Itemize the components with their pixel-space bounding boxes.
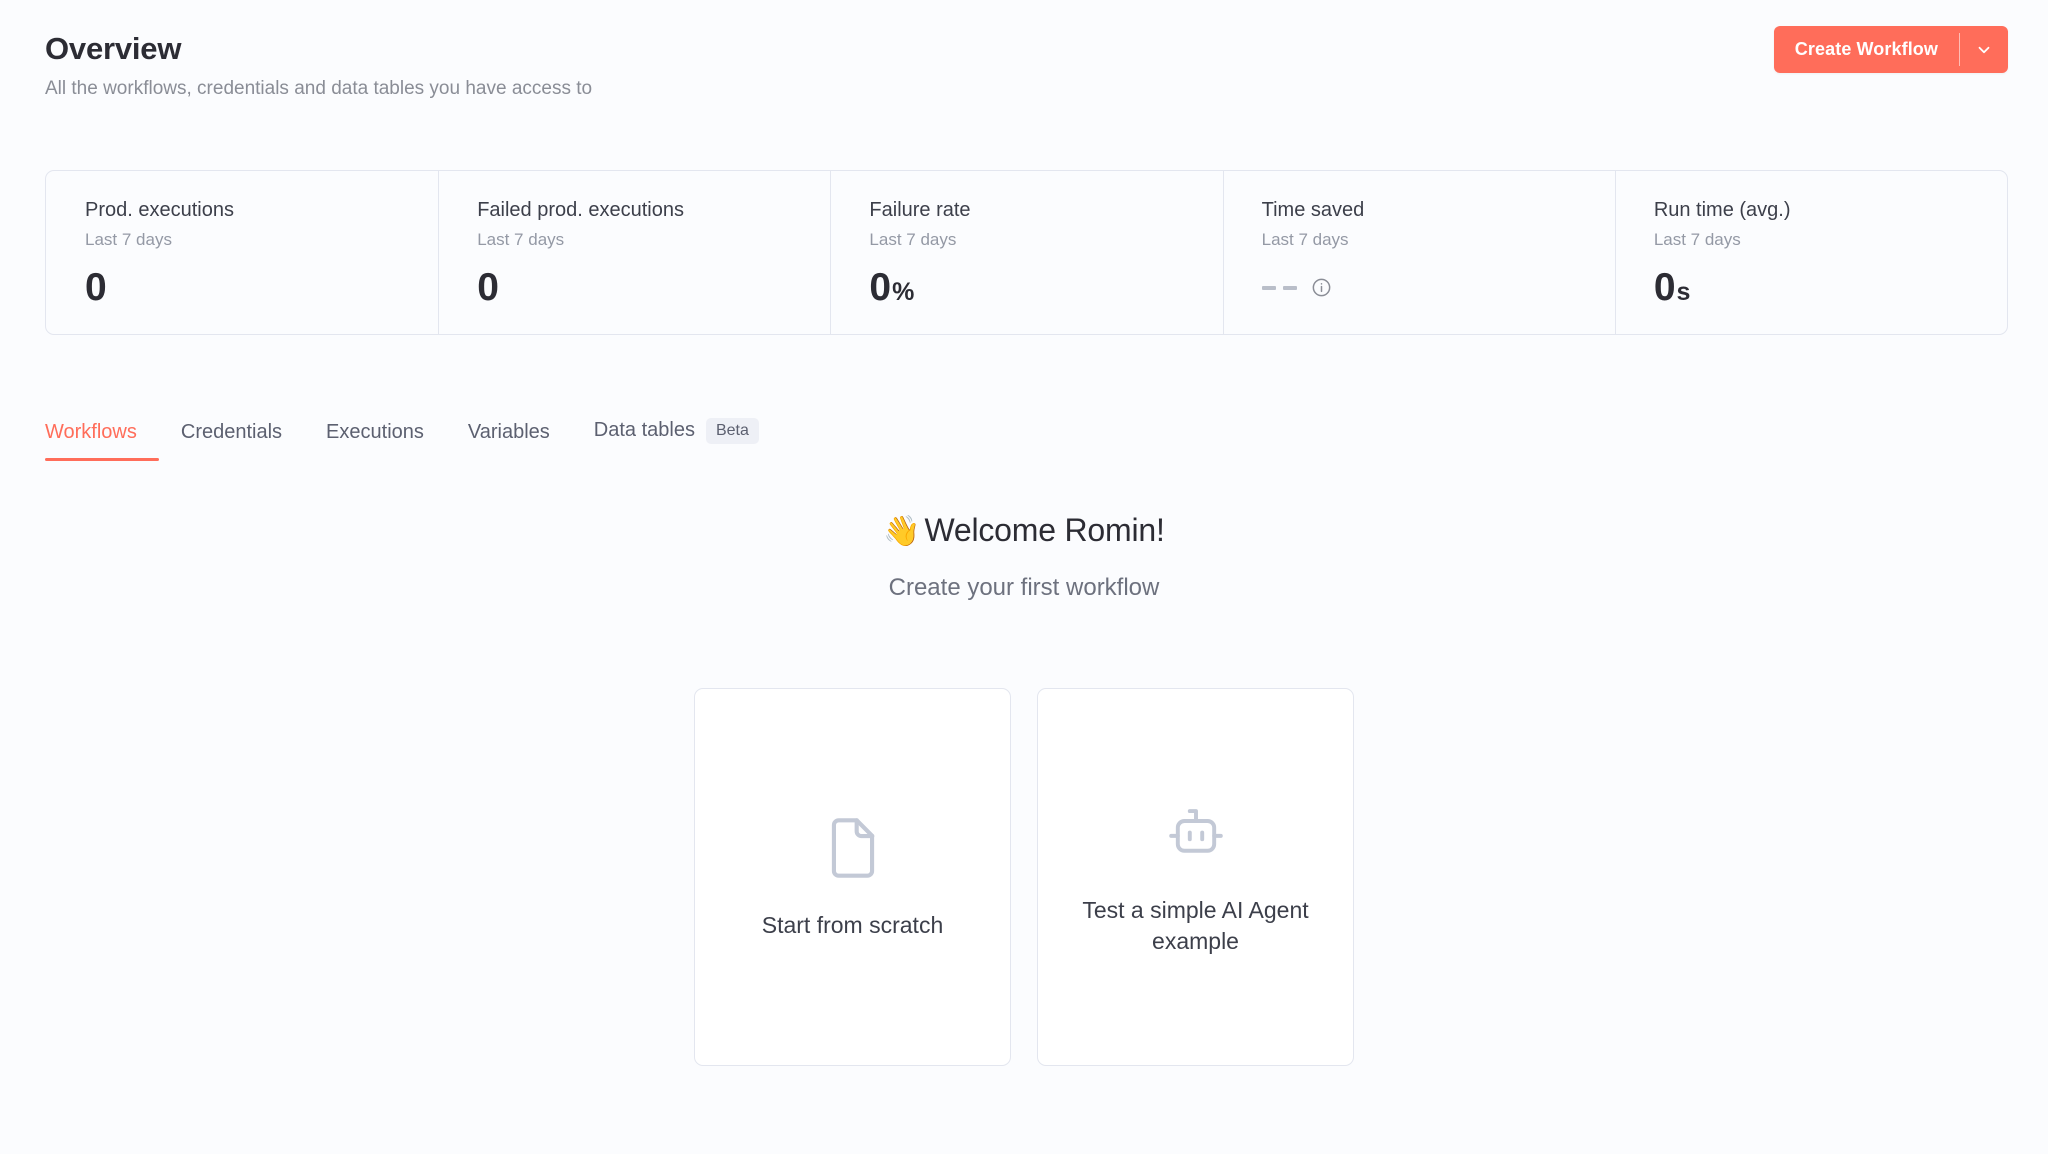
welcome-block: 👋 Welcome Romin! Create your first workfl… — [0, 510, 2048, 603]
beta-badge: Beta — [705, 418, 759, 444]
tab-variables[interactable]: Variables — [446, 421, 572, 461]
info-circle-icon[interactable] — [1311, 277, 1332, 298]
robot-icon — [1165, 797, 1227, 869]
stat-label: Run time (avg.) — [1653, 199, 1791, 221]
tab-credentials[interactable]: Credentials — [159, 421, 304, 461]
stat-value-wrap: 0 — [85, 268, 438, 307]
stat-value-wrap: 0 s — [1654, 268, 2007, 307]
tab-label: Workflows — [45, 420, 137, 443]
create-workflow-button-group[interactable]: Create Workflow — [1773, 26, 2008, 73]
stat-period: Last 7 days — [1261, 230, 1349, 249]
create-button-divider — [1959, 33, 1960, 66]
create-workflow-button[interactable]: Create Workflow — [1774, 26, 1959, 73]
stat-period: Last 7 days — [869, 230, 957, 249]
content-tabs: Workflows Credentials Executions Variabl… — [45, 418, 781, 461]
welcome-subtitle: Create your first workflow — [888, 573, 1160, 601]
stat-failure-rate: Failure rate Last 7 days 0 % — [830, 171, 1222, 334]
stat-value: 0 — [1653, 266, 1676, 310]
stat-value: 0 — [477, 266, 499, 310]
stat-value-suffix: s — [1676, 278, 1691, 307]
stat-value: 0 — [869, 266, 892, 310]
create-workflow-dropdown-button[interactable] — [1960, 26, 2008, 73]
waving-hand-icon: 👋 — [883, 515, 921, 548]
action-card-label: Test a simple AI Agent example — [1082, 896, 1309, 954]
stats-summary-card: Prod. executions Last 7 days 0 Failed pr… — [45, 170, 2008, 335]
tab-label: Credentials — [180, 420, 283, 443]
page-title: Overview — [45, 31, 182, 66]
stat-value: 0 — [85, 266, 107, 310]
stat-period: Last 7 days — [85, 230, 172, 249]
page-subtitle: All the workflows, credentials and data … — [45, 78, 593, 100]
stat-value-wrap: 0 % — [869, 268, 1222, 307]
welcome-title-text: Welcome Romin! — [924, 512, 1165, 548]
empty-dashes — [1261, 285, 1297, 290]
stat-value-wrap: 0 — [477, 268, 830, 307]
ai-agent-example-card[interactable]: Test a simple AI Agent example — [1037, 688, 1354, 1066]
stat-label: Time saved — [1261, 199, 1365, 221]
tab-label: Executions — [326, 420, 424, 443]
chevron-down-icon — [1975, 41, 1993, 59]
stat-empty-value — [1261, 268, 1615, 307]
action-cards: Start from scratch Test a simple AI Agen… — [0, 688, 2048, 1066]
stat-period: Last 7 days — [477, 230, 565, 249]
tab-executions[interactable]: Executions — [304, 421, 446, 461]
stat-value-suffix: % — [892, 278, 915, 307]
file-document-icon — [827, 812, 879, 884]
stat-time-saved: Time saved Last 7 days — [1222, 171, 1615, 334]
tab-data-tables[interactable]: Data tables Beta — [572, 418, 781, 461]
dash-mark — [1261, 285, 1276, 290]
dash-mark — [1282, 285, 1297, 290]
welcome-title: 👋 Welcome Romin! — [0, 510, 2048, 551]
stat-run-time-avg: Run time (avg.) Last 7 days 0 s — [1614, 171, 2007, 334]
stat-label: Failure rate — [869, 199, 971, 221]
stat-label: Prod. executions — [85, 199, 234, 221]
stat-period: Last 7 days — [1653, 230, 1741, 249]
tab-label: Variables — [467, 420, 550, 443]
stat-failed-prod-executions: Failed prod. executions Last 7 days 0 — [438, 171, 830, 334]
page-header: Overview All the workflows, credentials … — [45, 26, 2008, 102]
tab-workflows[interactable]: Workflows — [45, 421, 159, 461]
start-from-scratch-card[interactable]: Start from scratch — [694, 688, 1011, 1066]
header-text-block: Overview All the workflows, credentials … — [45, 26, 592, 102]
tab-label: Data tables — [593, 419, 695, 442]
action-card-label: Start from scratch — [761, 912, 944, 939]
stat-prod-executions: Prod. executions Last 7 days 0 — [46, 171, 438, 334]
stat-label: Failed prod. executions — [477, 199, 684, 221]
